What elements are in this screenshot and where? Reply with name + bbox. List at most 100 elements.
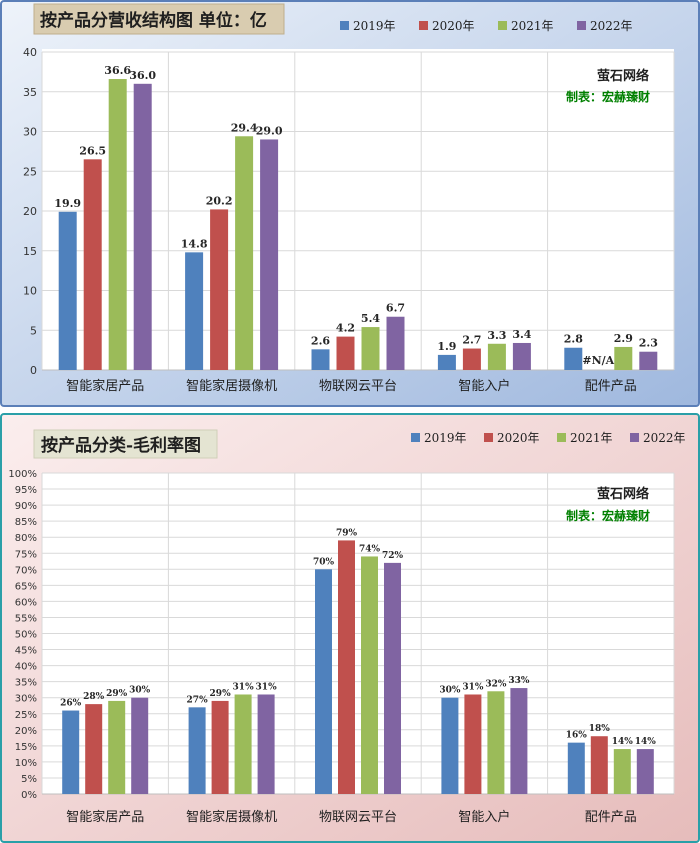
y-tick-label: 10 — [23, 285, 37, 298]
y-tick-label: 15% — [15, 742, 37, 753]
bar — [133, 83, 152, 371]
bar — [108, 700, 126, 794]
legend-label: 2021年 — [511, 19, 554, 33]
legend-label: 2022年 — [643, 431, 686, 445]
margin-annotation-company: 萤石网络 — [597, 486, 649, 502]
bar — [108, 79, 127, 370]
bar — [590, 736, 608, 794]
legend-swatch — [411, 433, 420, 442]
data-label: 30% — [439, 686, 461, 696]
legend-swatch — [484, 433, 493, 442]
data-label: 20.2 — [206, 194, 233, 207]
data-label: 19.9 — [54, 197, 81, 210]
y-tick-label: 80% — [15, 533, 37, 544]
margin-chart-title-box — [33, 429, 218, 459]
revenue-annotation-company: 萤石网络 — [597, 68, 649, 84]
y-tick-label: 70% — [15, 565, 37, 576]
x-category-label: 智能家居摄像机 — [186, 809, 277, 825]
x-category-label: 配件产品 — [585, 810, 637, 825]
y-tick-label: 20% — [15, 726, 37, 737]
bar — [361, 556, 378, 794]
data-label: 30% — [129, 686, 151, 696]
bar — [464, 694, 482, 794]
x-category-label: 智能家居摄像机 — [186, 378, 277, 394]
y-tick-label: 35 — [23, 86, 37, 99]
legend-swatch — [419, 21, 428, 30]
revenue-chart-title: 按产品分营收结构图 单位：亿 — [40, 10, 267, 31]
revenue-chart-title-box — [33, 3, 285, 35]
legend-label: 2019年 — [424, 431, 467, 445]
bar — [564, 347, 583, 370]
y-tick-label: 25% — [15, 710, 37, 721]
y-tick-label: 40 — [23, 46, 37, 59]
x-category-label: 配件产品 — [585, 379, 637, 394]
revenue-chart-panel: 按产品分营收结构图 单位：亿 0 5 10 15 20 25 30 35 40 19.9 26.5… — [0, 0, 700, 407]
bar — [210, 209, 229, 370]
legend-label: 2019年 — [353, 19, 396, 33]
bar — [85, 704, 103, 794]
bar — [384, 562, 401, 794]
bar — [636, 749, 654, 794]
bar — [437, 354, 456, 370]
bar — [639, 351, 658, 370]
data-label: 29% — [106, 689, 128, 699]
y-tick-label: 40% — [15, 662, 37, 673]
y-tick-label: 60% — [15, 597, 37, 608]
margin-chart-title: 按产品分类-毛利率图 — [41, 435, 201, 456]
y-tick-label: 75% — [15, 549, 37, 560]
data-label: 26% — [60, 699, 82, 709]
bar — [131, 697, 149, 794]
bar — [338, 540, 355, 794]
bar — [188, 707, 206, 794]
data-label: 5.4 — [361, 312, 380, 325]
data-label: 31% — [256, 682, 278, 692]
bar — [185, 252, 204, 370]
bar — [386, 316, 405, 370]
bar — [260, 139, 279, 370]
x-category-label: 智能入户 — [458, 809, 510, 825]
y-tick-label: 5% — [21, 774, 37, 785]
data-label: 2.9 — [614, 332, 633, 345]
data-label: 2.7 — [462, 334, 481, 347]
legend-label: 2022年 — [590, 19, 633, 33]
legend-swatch — [577, 21, 586, 30]
y-tick-label: 35% — [15, 678, 37, 689]
margin-y-axis: 0% 5% 10% 15% 20% 25% 30% 35% 40% 45% 50% 55% 60% 65%… — [8, 469, 37, 801]
data-label: #N/A — [582, 354, 614, 367]
data-label: 31% — [462, 682, 484, 692]
bar — [613, 749, 631, 794]
data-label: 3.3 — [487, 329, 506, 342]
data-label: 14.8 — [181, 237, 208, 250]
data-label: 29.0 — [256, 124, 283, 137]
legend-label: 2020年 — [432, 19, 475, 33]
y-tick-label: 55% — [15, 613, 37, 624]
bar — [234, 694, 252, 794]
data-label: 4.2 — [336, 322, 355, 335]
revenue-x-axis: 智能家居产品 智能家居摄像机 物联网云平台 智能入户 配件产品 — [66, 378, 637, 394]
y-tick-label: 90% — [15, 501, 37, 512]
data-label: 72% — [382, 551, 404, 561]
data-label: 31% — [233, 682, 255, 692]
bar — [58, 211, 77, 370]
data-label: 26.5 — [79, 144, 106, 157]
legend-label: 2021年 — [570, 431, 613, 445]
data-label: 28% — [83, 692, 105, 702]
bar — [315, 569, 332, 794]
bar — [441, 697, 459, 794]
revenue-bars: 19.9 26.5 36.636.0 14.8 20.2 29.429.0 2.6 4.2 5.… — [54, 64, 658, 371]
data-label: 33% — [508, 676, 530, 686]
x-category-label: 物联网云平台 — [319, 810, 397, 825]
x-category-label: 智能入户 — [458, 378, 510, 394]
data-label: 6.7 — [386, 302, 405, 315]
y-tick-label: 15 — [23, 245, 37, 258]
data-label: 18% — [589, 724, 611, 734]
revenue-legend: 2019年 2020年 2021年 2022年 — [340, 19, 633, 33]
bar — [614, 346, 633, 370]
bar — [462, 348, 481, 370]
y-tick-label: 45% — [15, 646, 37, 657]
y-tick-label: 20 — [23, 205, 37, 218]
bar — [311, 349, 330, 370]
data-label: 14% — [635, 737, 657, 747]
data-label: 36.0 — [129, 69, 156, 82]
y-tick-label: 30% — [15, 694, 37, 705]
